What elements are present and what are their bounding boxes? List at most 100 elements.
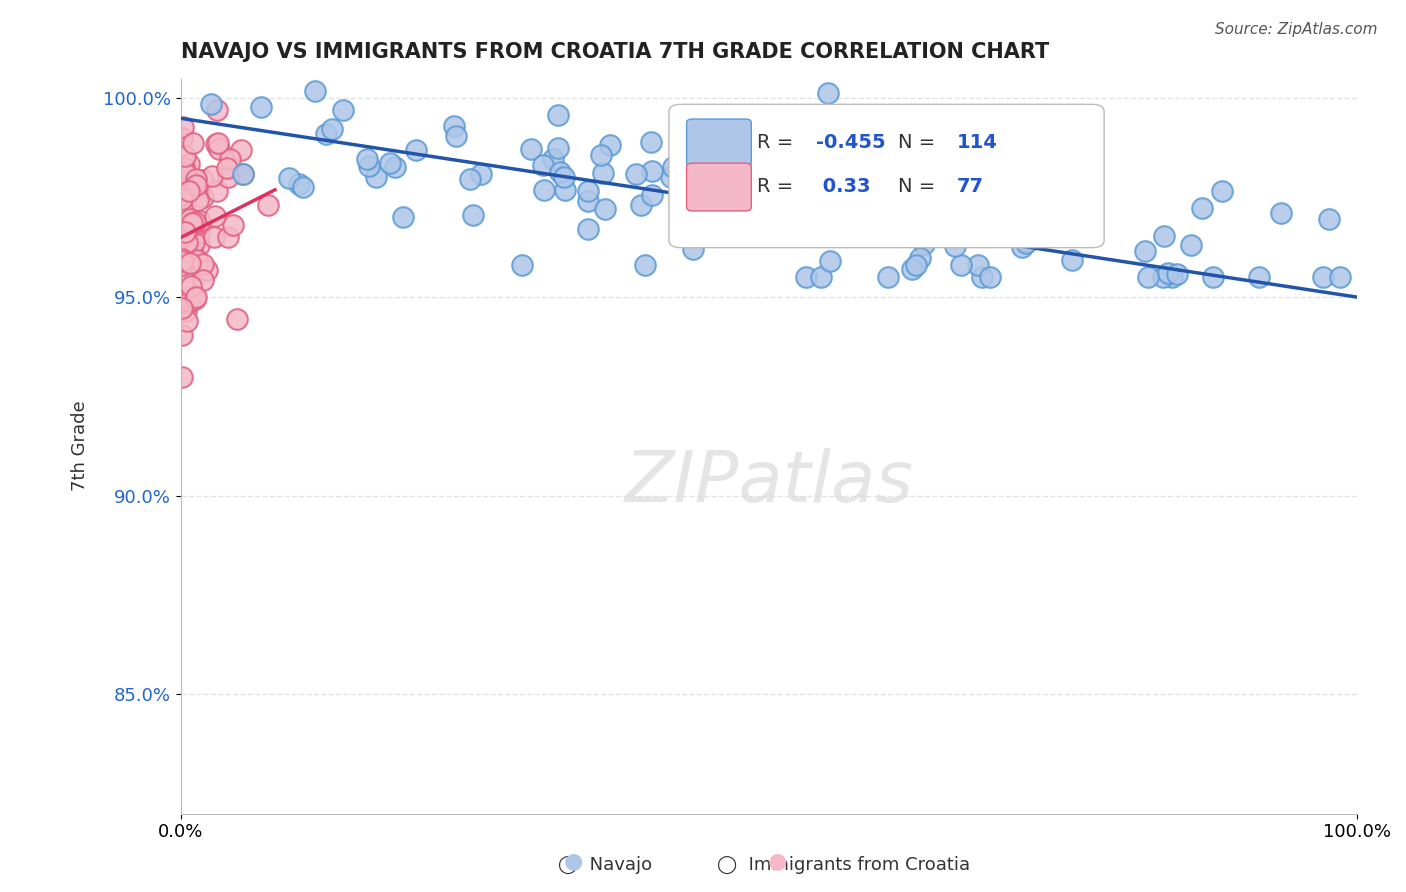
Point [257, 198, 280, 212]
Point [593, 202, 616, 216]
Point [512, 258, 534, 272]
Point [547, 141, 569, 155]
Point [356, 153, 378, 167]
Point [979, 165, 1001, 179]
Point [531, 158, 554, 172]
Point [173, 226, 195, 240]
Point [1312, 270, 1334, 285]
Point [1032, 229, 1054, 244]
Point [177, 184, 200, 198]
Point [172, 175, 194, 189]
Point [1152, 270, 1174, 285]
Text: ◯  Immigrants from Croatia: ◯ Immigrants from Croatia [717, 856, 970, 874]
Point [201, 169, 224, 184]
Point [384, 160, 406, 174]
Point [170, 192, 193, 206]
Point [183, 235, 205, 249]
Point [662, 160, 685, 174]
Point [177, 157, 200, 171]
Point [357, 159, 380, 173]
Point [186, 290, 208, 304]
Text: ●: ● [768, 852, 787, 871]
Point [1062, 174, 1084, 188]
Point [187, 226, 209, 240]
Point [321, 122, 343, 136]
Point [1014, 163, 1036, 178]
Point [181, 247, 204, 261]
Point [943, 239, 966, 253]
Point [250, 100, 273, 114]
Point [188, 237, 211, 252]
Point [405, 144, 427, 158]
Point [669, 186, 692, 200]
Point [1022, 181, 1045, 195]
Point [841, 227, 863, 241]
Point [176, 176, 198, 190]
Point [592, 166, 614, 180]
Point [173, 161, 195, 176]
Point [541, 153, 564, 167]
Text: -0.455: -0.455 [815, 133, 886, 152]
FancyBboxPatch shape [686, 163, 751, 211]
Text: N =: N = [898, 178, 942, 196]
Text: R =: R = [758, 178, 800, 196]
Point [170, 258, 193, 272]
Point [232, 167, 254, 181]
Point [458, 171, 481, 186]
Point [1191, 201, 1213, 215]
Point [277, 170, 299, 185]
Point [983, 228, 1005, 243]
Point [207, 136, 229, 150]
FancyBboxPatch shape [686, 119, 751, 167]
Point [959, 198, 981, 212]
Point [463, 208, 485, 222]
Point [177, 217, 200, 231]
Point [184, 171, 207, 186]
Point [886, 185, 908, 199]
Point [533, 183, 555, 197]
Point [170, 280, 193, 294]
Point [820, 253, 842, 268]
Point [176, 163, 198, 178]
Point [200, 96, 222, 111]
Point [205, 103, 228, 117]
Point [678, 225, 700, 239]
Point [202, 229, 225, 244]
Point [641, 188, 664, 202]
Text: ZIPatlas: ZIPatlas [624, 449, 914, 517]
Point [315, 127, 337, 141]
Point [232, 167, 254, 181]
Point [672, 152, 695, 166]
Point [1133, 244, 1156, 259]
Point [443, 119, 465, 133]
Point [659, 169, 682, 184]
Point [1015, 236, 1038, 251]
Point [172, 131, 194, 145]
Point [794, 112, 817, 127]
Point [887, 213, 910, 227]
Point [174, 161, 197, 175]
Point [183, 292, 205, 306]
Point [823, 196, 845, 211]
Point [291, 180, 314, 194]
Point [759, 218, 782, 232]
Point [179, 175, 201, 189]
Point [170, 252, 193, 267]
Point [904, 258, 927, 272]
Point [217, 230, 239, 244]
Point [554, 183, 576, 197]
Point [553, 169, 575, 184]
Point [810, 270, 832, 285]
Point [1157, 266, 1180, 280]
Point [304, 83, 326, 97]
Point [172, 120, 194, 135]
Point [979, 270, 1001, 285]
Point [288, 177, 311, 191]
Point [179, 211, 201, 226]
Point [738, 176, 761, 190]
Point [1247, 270, 1270, 285]
Point [640, 135, 662, 149]
Point [174, 275, 197, 289]
Point [856, 225, 879, 239]
Point [174, 148, 197, 162]
